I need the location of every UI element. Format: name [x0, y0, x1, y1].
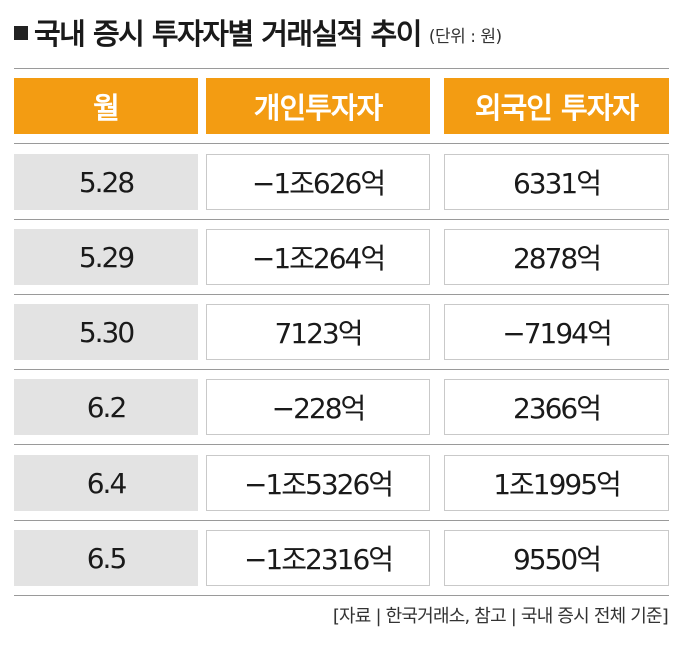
cell-foreign: 2366억 [444, 379, 669, 435]
table-row: 6.4 −1조5326억 1조1995억 [14, 455, 669, 511]
row-divider [14, 219, 669, 220]
cell-month: 5.28 [14, 154, 198, 210]
chart-title: 국내 증시 투자자별 거래실적 추이 [34, 17, 422, 51]
header-foreign: 외국인 투자자 [444, 78, 669, 134]
table-row: 5.28 −1조626억 6331억 [14, 154, 669, 210]
cell-foreign: 2878억 [444, 229, 669, 285]
square-bullet-icon [14, 26, 28, 40]
source-note: [자료 | 한국거래소, 참고 | 국내 증시 전체 기준] [332, 606, 669, 627]
table-row: 6.2 −228억 2366억 [14, 379, 669, 435]
cell-foreign: 6331억 [444, 154, 669, 210]
cell-individual: −228억 [206, 379, 430, 435]
header-month: 월 [14, 78, 198, 134]
cell-month: 6.5 [14, 530, 198, 586]
cell-individual: −1조2316억 [206, 530, 430, 586]
row-divider [14, 294, 669, 295]
table-header: 월 개인투자자 외국인 투자자 [14, 78, 669, 134]
table-row: 5.29 −1조264억 2878억 [14, 229, 669, 285]
cell-individual: −1조626억 [206, 154, 430, 210]
cell-month: 6.4 [14, 455, 198, 511]
header-individual: 개인투자자 [206, 78, 430, 134]
row-divider [14, 520, 669, 521]
cell-individual: −1조5326억 [206, 455, 430, 511]
table-row: 5.30 7123억 −7194억 [14, 304, 669, 360]
top-rule [14, 68, 669, 69]
row-divider [14, 444, 669, 445]
cell-foreign: −7194억 [444, 304, 669, 360]
cell-individual: −1조264억 [206, 229, 430, 285]
cell-month: 5.29 [14, 229, 198, 285]
cell-foreign: 1조1995억 [444, 455, 669, 511]
bottom-rule [14, 595, 669, 596]
cell-individual: 7123억 [206, 304, 430, 360]
chart-title-row: 국내 증시 투자자별 거래실적 추이 (단위 : 원) [14, 8, 502, 56]
unit-label: (단위 : 원) [428, 26, 502, 47]
cell-month: 6.2 [14, 379, 198, 435]
table-row: 6.5 −1조2316억 9550억 [14, 530, 669, 586]
row-divider [14, 369, 669, 370]
cell-foreign: 9550억 [444, 530, 669, 586]
row-divider [14, 143, 669, 144]
cell-month: 5.30 [14, 304, 198, 360]
